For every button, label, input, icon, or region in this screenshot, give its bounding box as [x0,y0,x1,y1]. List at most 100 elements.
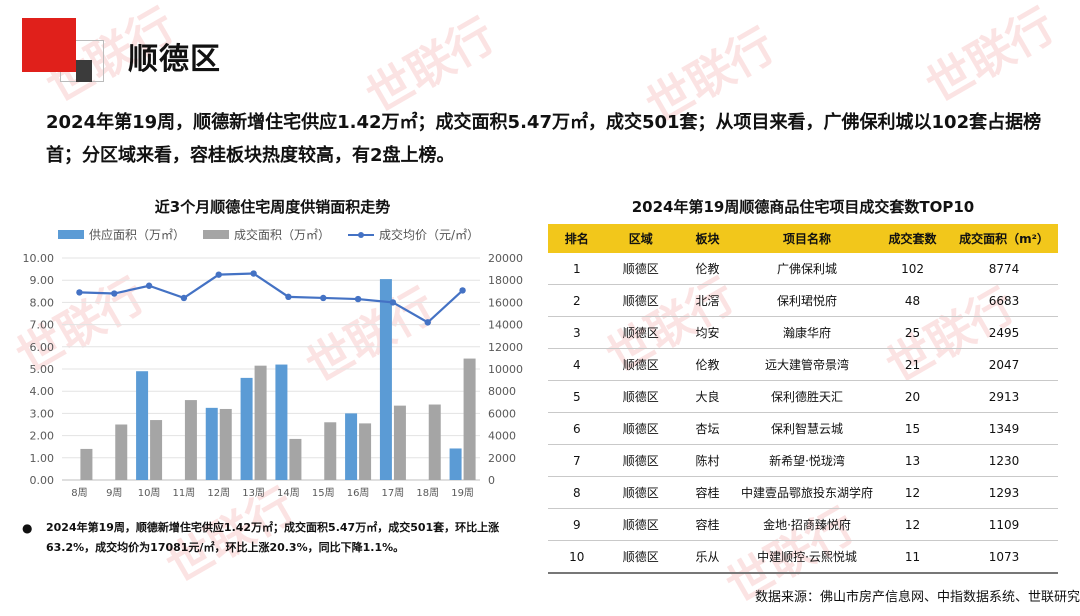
data-source: 数据来源：佛山市房产信息网、中指数据系统、世联研究 [720,586,1080,605]
price-line [79,274,462,323]
table-cell: 顺德区 [606,253,676,285]
x-tick-label: 18周 [416,487,439,499]
price-point [320,295,326,301]
table-cell: 乐从 [676,541,739,574]
table-cell: 10 [548,541,606,574]
x-tick-label: 14周 [277,487,300,499]
supply-bar [345,413,357,480]
table-cell: 顺德区 [606,317,676,349]
y-right-tick-label: 10000 [488,363,523,376]
table-cell: 容桂 [676,477,739,509]
table-cell: 伦教 [676,349,739,381]
table-cell: 2913 [950,381,1058,413]
x-tick-label: 12周 [207,487,230,499]
table-cell: 中建顺控·云熙悦城 [739,541,875,574]
table-cell: 1109 [950,509,1058,541]
x-tick-label: 13周 [242,487,265,499]
table-cell: 21 [875,349,950,381]
price-point [216,271,222,277]
table-title: 2024年第19周顺德商品住宅项目成交套数TOP10 [548,196,1058,217]
table-cell: 顺德区 [606,477,676,509]
table-cell: 3 [548,317,606,349]
x-tick-label: 19周 [451,487,474,499]
deal-bar [359,423,371,480]
x-tick-label: 17周 [382,487,405,499]
x-tick-label: 9周 [106,487,122,499]
page-title: 顺德区 [128,34,221,78]
title-decoration-red-square [22,18,76,72]
table-cell: 顺德区 [606,381,676,413]
table-row: 6 顺德区 杏坛 保利智慧云城 15 1349 [548,413,1058,445]
price-point [355,296,361,302]
y-left-tick-label: 9.00 [30,274,55,287]
table-header-cell: 项目名称 [739,224,875,253]
table-cell: 陈村 [676,445,739,477]
table-cell: 8774 [950,253,1058,285]
table-header-cell: 成交套数 [875,224,950,253]
table-cell: 1230 [950,445,1058,477]
supply-bar [380,279,392,480]
y-left-tick-label: 1.00 [30,452,55,465]
y-left-tick-label: 3.00 [30,407,55,420]
table-cell: 保利智慧云城 [739,413,875,445]
table-cell: 12 [875,509,950,541]
top10-table: 排名 区域 板块 项目名称 成交套数 成交面积（m²） 1 顺德区 伦教 广佛保利城 102 877… [548,224,1058,574]
table-header-cell: 区域 [606,224,676,253]
table-cell: 顺德区 [606,349,676,381]
table-cell: 远大建管帝景湾 [739,349,875,381]
deal-bar [324,422,336,480]
table-cell: 新希望·悦珑湾 [739,445,875,477]
y-left-tick-label: 5.00 [30,363,55,376]
y-left-tick-label: 8.00 [30,296,55,309]
table-cell: 保利德胜天汇 [739,381,875,413]
y-left-tick-label: 10.00 [23,252,55,265]
y-left-tick-label: 7.00 [30,319,55,332]
y-right-tick-label: 8000 [488,385,516,398]
price-point [285,294,291,300]
table-cell: 杏坛 [676,413,739,445]
chart-note: ● 2024年第19周，顺德新增住宅供应1.42万㎡；成交面积5.47万㎡，成交… [22,518,542,558]
x-tick-label: 16周 [347,487,370,499]
table-cell: 25 [875,317,950,349]
deal-bar [220,409,232,480]
table-cell: 2047 [950,349,1058,381]
note-bullet: ● [22,518,32,538]
chart-title: 近3个月顺德住宅周度供销面积走势 [0,196,545,217]
table-row: 8 顺德区 容桂 中建壹品鄂旅投东湖学府 12 1293 [548,477,1058,509]
price-point [459,287,465,293]
table-cell: 伦教 [676,253,739,285]
deal-bar [289,439,301,480]
x-tick-label: 15周 [312,487,335,499]
legend-swatch-price [348,230,374,240]
deal-bar [464,359,476,480]
table-header-cell: 成交面积（m²） [950,224,1058,253]
table-cell: 大良 [676,381,739,413]
table-row: 2 顺德区 北滘 保利珺悦府 48 6683 [548,285,1058,317]
deal-bar [394,406,406,480]
price-point [146,283,152,289]
deal-bar [80,449,92,480]
y-right-tick-label: 4000 [488,430,516,443]
watermark: 世联行 [913,0,1066,116]
table-cell: 9 [548,509,606,541]
price-point [76,289,82,295]
table-row: 9 顺德区 容桂 金地·招商臻悦府 12 1109 [548,509,1058,541]
y-left-tick-label: 6.00 [30,341,55,354]
table-cell: 顺德区 [606,541,676,574]
title-decoration-gray-block [76,60,92,82]
y-right-tick-label: 18000 [488,274,523,287]
table-header-cell: 板块 [676,224,739,253]
table-cell: 保利珺悦府 [739,285,875,317]
x-tick-label: 11周 [173,487,196,499]
price-point [181,295,187,301]
deal-bar [115,425,127,481]
y-right-tick-label: 14000 [488,319,523,332]
table-cell: 11 [875,541,950,574]
table-cell: 6683 [950,285,1058,317]
table-cell: 102 [875,253,950,285]
table-cell: 金地·招商臻悦府 [739,509,875,541]
legend-swatch-supply [58,230,84,239]
y-right-tick-label: 2000 [488,452,516,465]
deal-bar [185,400,197,480]
table-cell: 顺德区 [606,445,676,477]
